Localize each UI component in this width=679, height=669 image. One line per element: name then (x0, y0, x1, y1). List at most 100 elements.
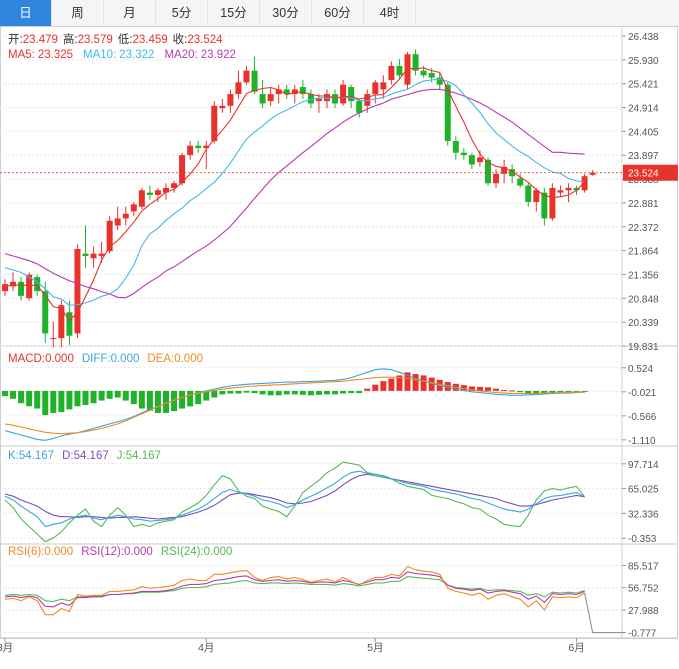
candle-body (372, 82, 379, 95)
tab-7[interactable]: 4时 (364, 0, 416, 26)
macd-bar (283, 390, 290, 395)
macd-bar (187, 390, 194, 407)
candle-body (565, 187, 572, 191)
candle-body (283, 89, 290, 95)
candle-body (517, 178, 524, 186)
candle-body (460, 152, 467, 156)
candle-body (130, 204, 137, 212)
stock-chart: 26.438 25.930 25.421 24.914 24.405 23.897 23.3… (0, 26, 678, 654)
macd-bar (26, 390, 33, 407)
price-tick-label: 22.372 (628, 223, 659, 234)
ma-legend-value: 23.922 (201, 49, 236, 61)
candle-body (154, 190, 161, 195)
tab-5[interactable]: 30分 (260, 0, 312, 26)
candle-body (66, 312, 73, 336)
macd-bar (74, 390, 81, 407)
price-tick-label: 20.339 (628, 318, 659, 329)
candle-body (74, 248, 81, 334)
candle-body (404, 54, 411, 85)
ma-legend-label: MA10: (83, 49, 116, 61)
candle-body (211, 105, 218, 142)
macd-bar (106, 390, 113, 399)
macd-tick-label: -1.110 (628, 436, 656, 447)
macd-bar (42, 390, 49, 416)
ohlc-label: 收: (173, 32, 188, 46)
macd-tick-label: -0.566 (628, 412, 657, 423)
ohlc-label: 低: (118, 33, 133, 46)
macd-bar (420, 375, 427, 391)
candle-body (436, 77, 443, 85)
ma20-line (4, 88, 585, 299)
macd-bar (219, 390, 226, 395)
price-tick-label: 25.421 (628, 80, 659, 91)
macd-bar (372, 384, 379, 391)
candle-body (50, 338, 57, 340)
candle-body (356, 101, 363, 113)
macd-bar (114, 390, 121, 398)
tab-2[interactable]: 月 (104, 0, 156, 26)
tab-3[interactable]: 5分 (156, 0, 208, 26)
macd-bar (251, 390, 258, 394)
macd-bar (549, 390, 556, 394)
candle-body (533, 190, 540, 203)
macd-bar (412, 374, 419, 391)
rsi-tick-label: 85.517 (628, 561, 659, 572)
macd-bar (291, 390, 298, 395)
tab-6[interactable]: 60分 (312, 0, 364, 26)
tab-0[interactable]: 日 (0, 0, 52, 26)
candle-body (2, 284, 8, 292)
dea-line (4, 376, 585, 435)
candle-body (235, 82, 242, 95)
macd-bar (525, 390, 532, 394)
ohlc-value: 23.479 (23, 34, 58, 46)
ma10-line (4, 78, 585, 306)
diff-line (4, 368, 585, 441)
x-tick-label: 4月 (198, 642, 214, 654)
macd-bar (203, 390, 210, 401)
candle-body (396, 65, 403, 76)
macd-bar (18, 390, 25, 404)
macd-bar (10, 390, 17, 399)
candle-body (501, 166, 508, 174)
macd-bar (211, 390, 218, 398)
ma-legend-value: 23.325 (38, 49, 73, 61)
macd-bar (98, 390, 105, 401)
x-tick-label: 5月 (367, 642, 383, 654)
candle-body (171, 183, 178, 188)
legend-label: RSI(6): (8, 546, 44, 558)
macd-bar (2, 390, 8, 397)
rsi-tick-label: 27.988 (628, 606, 659, 617)
macd-bar (565, 390, 572, 393)
macd-bar (501, 389, 508, 391)
macd-bar (468, 386, 475, 391)
macd-bar (259, 390, 266, 395)
rsi-tick-label: 56.752 (628, 584, 659, 595)
price-tick-label: 21.864 (628, 247, 659, 258)
tab-1[interactable]: 周 (52, 0, 104, 26)
macd-bar (299, 390, 306, 395)
macd-bar (315, 390, 322, 395)
macd-bar (90, 390, 97, 404)
macd-bar (179, 390, 186, 409)
macd-tick-label: -0.021 (628, 388, 657, 399)
candle-body (259, 94, 266, 104)
candle-body (428, 72, 435, 78)
candle-body (299, 87, 306, 95)
macd-bar (324, 390, 330, 395)
legend-value: 54.167 (19, 450, 54, 462)
price-tick-label: 26.438 (628, 32, 659, 43)
tab-4[interactable]: 15分 (208, 0, 260, 26)
macd-bar (243, 390, 250, 393)
candle-body (42, 291, 49, 334)
candle-body (146, 192, 153, 195)
candle-body (444, 84, 451, 142)
candle-body (589, 172, 596, 175)
candle-body (114, 218, 121, 226)
macd-bar (163, 390, 169, 413)
macd-bar (340, 390, 347, 394)
candle-body (34, 277, 41, 292)
ohlc-value: 23.579 (78, 34, 113, 46)
macd-bar (476, 386, 483, 391)
current-price-tag (623, 164, 678, 181)
candle-body (476, 157, 483, 163)
